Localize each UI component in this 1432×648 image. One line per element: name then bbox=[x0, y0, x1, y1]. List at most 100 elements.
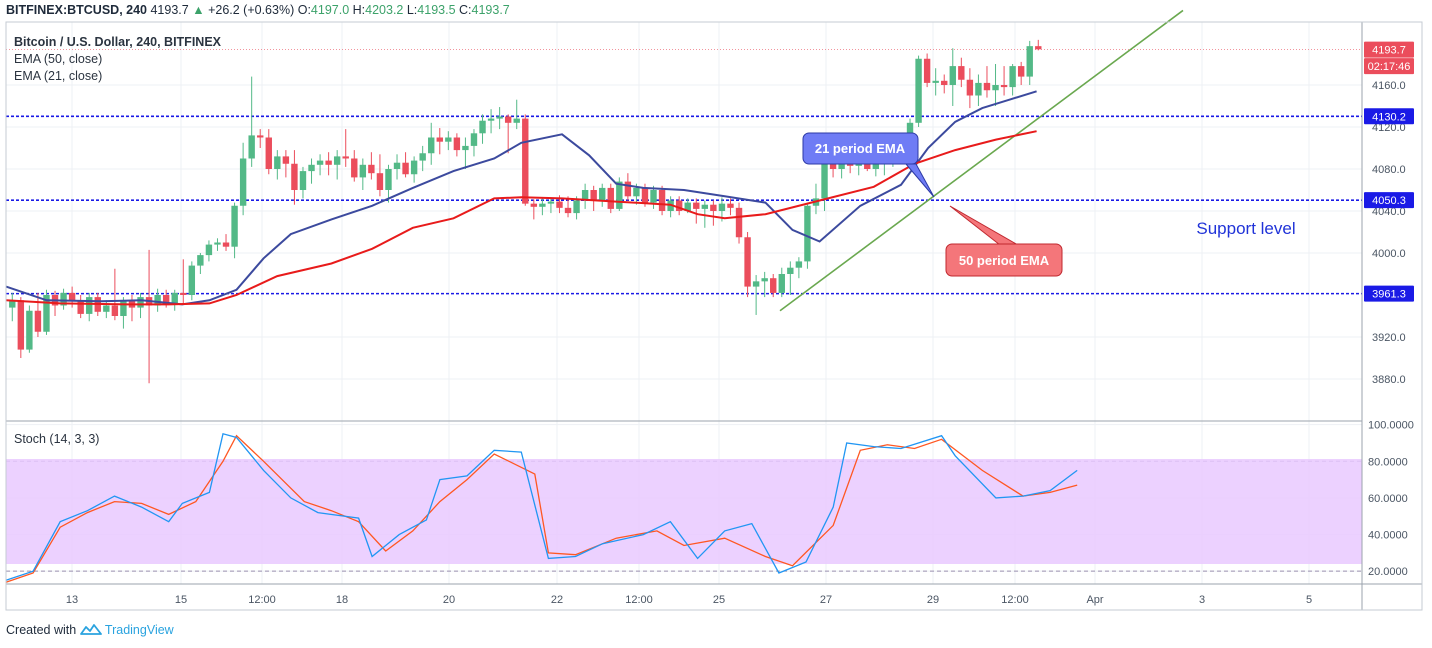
candle-body bbox=[410, 160, 418, 175]
high-value: 4203.2 bbox=[365, 3, 404, 17]
stoch-band bbox=[6, 459, 1362, 564]
candle-body bbox=[778, 274, 785, 293]
stoch-k-line bbox=[5, 432, 1078, 581]
candle-body bbox=[906, 122, 914, 140]
price-tag-box bbox=[1364, 108, 1414, 125]
price-tick-label: 3920.0 bbox=[1372, 332, 1406, 344]
price-tag-box bbox=[1364, 285, 1414, 302]
trendline[interactable] bbox=[779, 9, 1184, 312]
close-label: C: bbox=[459, 3, 472, 17]
candle-body bbox=[513, 118, 520, 123]
stoch-tick-label: 20.0000 bbox=[1368, 566, 1408, 578]
candle-body bbox=[1017, 66, 1025, 77]
candle-body bbox=[86, 297, 93, 314]
candle-body bbox=[17, 300, 25, 350]
ema21-line bbox=[5, 90, 1037, 306]
low-value: 4193.5 bbox=[417, 3, 456, 17]
time-tick-label: 12:00 bbox=[625, 594, 653, 606]
candle-body bbox=[641, 187, 649, 203]
candle-body bbox=[299, 171, 307, 190]
price-tag-box bbox=[1364, 192, 1414, 209]
candle-body bbox=[983, 82, 991, 91]
candle-body bbox=[428, 137, 435, 154]
created-with-label: Created with bbox=[6, 623, 77, 637]
ema50-legend[interactable]: EMA (50, close) bbox=[14, 52, 102, 66]
price-tick-label: 4000.0 bbox=[1372, 248, 1406, 260]
candle-body bbox=[564, 207, 572, 214]
candle-body bbox=[504, 116, 512, 123]
candle-body bbox=[496, 116, 503, 119]
candle-body bbox=[599, 187, 606, 201]
candle-body bbox=[487, 118, 495, 121]
time-tick-label: 3 bbox=[1199, 594, 1205, 606]
close-value: 4193.7 bbox=[471, 3, 510, 17]
time-tick-label: 18 bbox=[336, 594, 348, 606]
time-tick-label: 13 bbox=[66, 594, 78, 606]
time-tick-label: 5 bbox=[1306, 594, 1312, 606]
candle-body bbox=[308, 164, 315, 172]
candle-body bbox=[966, 79, 974, 96]
candle-body bbox=[872, 162, 880, 169]
candle-body bbox=[342, 156, 349, 159]
candle-body bbox=[325, 160, 332, 165]
time-axis[interactable]: 13 15 12:00 18 20 22 12:00 25 27 29 12:00 Apr 3 5 bbox=[66, 594, 1312, 606]
candle-body bbox=[214, 242, 221, 245]
candle-body bbox=[1000, 85, 1008, 88]
candle-body bbox=[376, 173, 384, 190]
candle-body bbox=[530, 203, 538, 207]
candle-body bbox=[419, 153, 426, 161]
price-change: +26.2 (+0.63%) bbox=[208, 3, 295, 17]
candle-body bbox=[701, 204, 709, 209]
chart-frame bbox=[5, 21, 1423, 611]
candlesticks bbox=[9, 39, 1042, 384]
candle-body bbox=[735, 207, 743, 238]
footer: Created with TradingView bbox=[6, 620, 174, 640]
time-tick-label: 25 bbox=[713, 594, 725, 606]
up-arrow-icon: ▲ bbox=[192, 3, 205, 17]
candle-body bbox=[436, 137, 443, 142]
ema50-callout-label: 50 period EMA bbox=[959, 253, 1050, 268]
candle-body bbox=[34, 310, 42, 332]
price-tag-label: 4050.3 bbox=[1372, 195, 1406, 207]
candle-body bbox=[462, 145, 469, 151]
candle-body bbox=[470, 133, 478, 146]
candle-body bbox=[752, 281, 760, 287]
horizontal-levels[interactable] bbox=[6, 49, 1362, 295]
candle-body bbox=[616, 181, 623, 209]
time-tick-label: 15 bbox=[175, 594, 187, 606]
candle-body bbox=[590, 190, 597, 201]
candle-body bbox=[248, 135, 255, 159]
ema21-callout-label: 21 period EMA bbox=[815, 141, 906, 156]
candle-body bbox=[539, 203, 546, 207]
candle-body bbox=[915, 58, 922, 123]
candle-body bbox=[658, 190, 666, 211]
candle-body bbox=[795, 261, 803, 268]
price-tick-label: 4160.0 bbox=[1372, 80, 1406, 92]
time-tick-label: Apr bbox=[1086, 594, 1103, 606]
candle-body bbox=[1026, 46, 1033, 77]
time-tick-label: 20 bbox=[443, 594, 455, 606]
candle-body bbox=[992, 85, 999, 91]
candle-body bbox=[231, 205, 238, 247]
candle-body bbox=[26, 310, 33, 350]
stoch-tick-label: 80.0000 bbox=[1368, 456, 1408, 468]
price-axis[interactable]: 3880.0 3920.0 4000.0 4040.0 4080.0 4120.0 4160… bbox=[1368, 80, 1414, 578]
candle-body bbox=[607, 187, 614, 209]
candle-body bbox=[154, 295, 161, 306]
time-tick-label: 12:00 bbox=[248, 594, 276, 606]
support-level-label: Support level bbox=[1196, 219, 1295, 238]
ema21-legend[interactable]: EMA (21, close) bbox=[14, 69, 102, 83]
candle-body bbox=[573, 200, 580, 214]
open-value: 4197.0 bbox=[310, 3, 350, 17]
price-tag-label: 3961.3 bbox=[1372, 289, 1406, 301]
stoch-legend[interactable]: Stoch (14, 3, 3) bbox=[14, 432, 99, 446]
candle-body bbox=[188, 265, 196, 295]
price-tag-box bbox=[1364, 41, 1414, 58]
chart-title: Bitcoin / U.S. Dollar, 240, BITFINEX bbox=[14, 35, 222, 49]
candle-body bbox=[239, 158, 247, 206]
candle-body bbox=[693, 202, 700, 209]
tradingview-link[interactable]: TradingView bbox=[104, 623, 174, 637]
candle-body bbox=[821, 158, 828, 199]
candle-body bbox=[9, 301, 16, 308]
